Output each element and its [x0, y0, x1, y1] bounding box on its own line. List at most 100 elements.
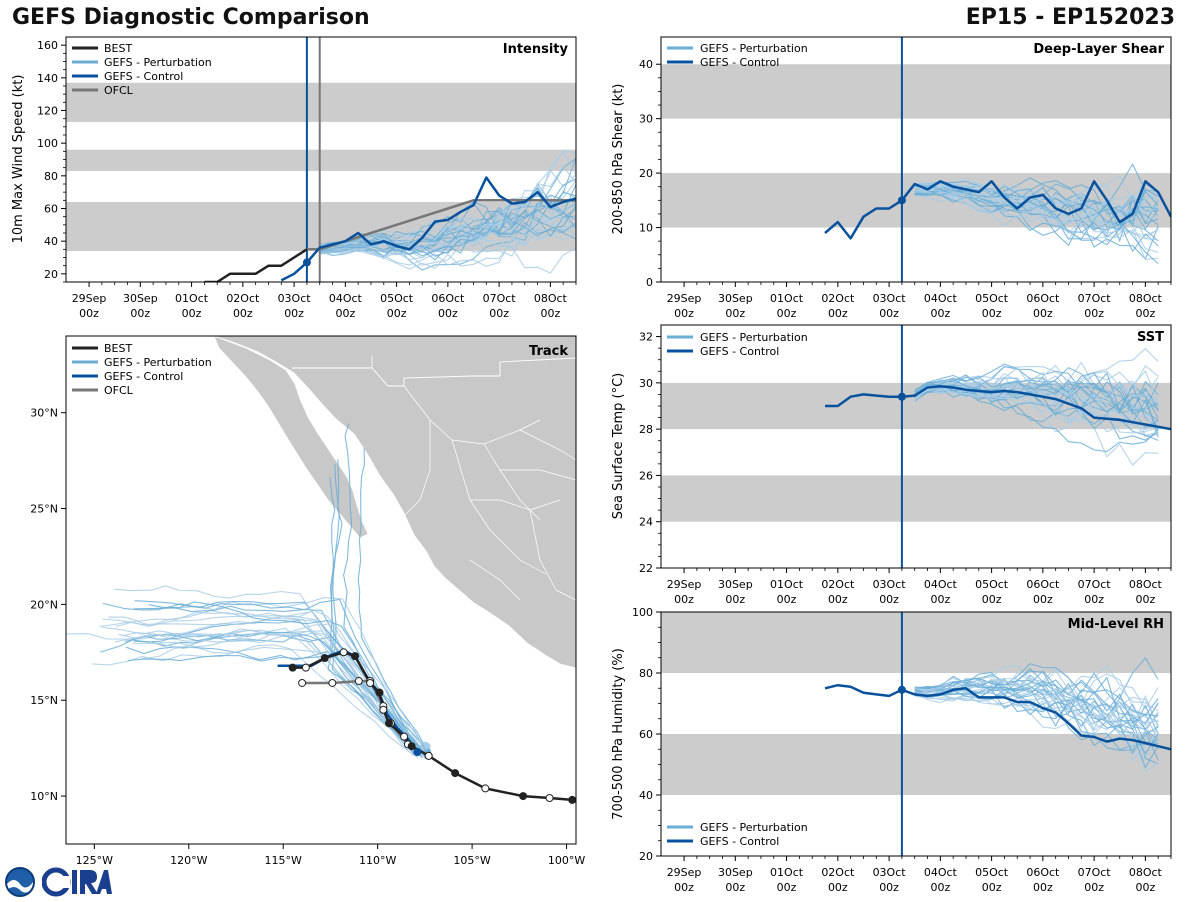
- shear-ytick-label: 20: [639, 167, 653, 180]
- intensity-perturbation-member: [319, 151, 576, 250]
- shear-xtick-label-date: 05Oct: [975, 292, 1009, 305]
- track-perturbation-member: [99, 610, 420, 751]
- rh-xtick-label-hour: 00z: [725, 881, 745, 894]
- track-perturbation-member: [133, 632, 427, 758]
- rh-xtick-label-date: 29Sep: [667, 866, 702, 879]
- rh-xtick-label-date: 07Oct: [1078, 866, 1112, 879]
- intensity-perturbation-member: [319, 224, 576, 270]
- rh-ytick-label: 80: [639, 667, 653, 680]
- track-best-point: [407, 742, 416, 751]
- track-perturbation-member: [108, 611, 417, 752]
- intensity-perturbation-member: [319, 180, 576, 254]
- legend-perturbation-label: GEFS - Perturbation: [104, 356, 212, 369]
- shear-xtick-label-hour: 00z: [930, 307, 950, 320]
- track-lat-tick-label: 15°N: [30, 694, 58, 707]
- shear-xtick-label-date: 01Oct: [770, 292, 804, 305]
- sst-xtick-label-hour: 00z: [725, 593, 745, 606]
- rh-xtick-label-hour: 00z: [1084, 881, 1104, 894]
- rh-xtick-label-hour: 00z: [674, 881, 694, 894]
- rh-perturbation-member: [914, 680, 1159, 724]
- intensity-xtick-label-hour: 00z: [387, 307, 407, 320]
- rh-band-1: [661, 612, 1171, 673]
- track-perturbation-member: [143, 631, 424, 753]
- logo: [4, 866, 114, 898]
- shear-panel: 0 10 20 30 40 29Sep 00z 30Sep 00z 01Oct 00z 02Oct 00…: [611, 36, 1172, 320]
- intensity-xtick-label-date: 05Oct: [380, 292, 414, 305]
- sst-xtick-label-hour: 00z: [674, 593, 694, 606]
- rh-xtick-label-hour: 00z: [879, 881, 899, 894]
- sst-ytick-label: 30: [639, 377, 653, 390]
- intensity-ytick-label: 100: [37, 137, 58, 150]
- intensity-ytick-label: 60: [44, 203, 58, 216]
- sst-xtick-label-date: 01Oct: [770, 578, 804, 591]
- legend-perturbation-label: GEFS - Perturbation: [700, 331, 808, 344]
- sst-xtick-label-date: 03Oct: [873, 578, 907, 591]
- sst-xtick-label-hour: 00z: [1084, 593, 1104, 606]
- intensity-xtick-label-hour: 00z: [438, 307, 458, 320]
- intensity-xtick-label-hour: 00z: [182, 307, 202, 320]
- sst-xtick-label-hour: 00z: [828, 593, 848, 606]
- track-best-point: [385, 719, 393, 728]
- sst-ytick-label: 22: [639, 562, 653, 575]
- intensity-band-2: [66, 82, 576, 122]
- legend-perturbation-label: GEFS - Perturbation: [700, 821, 808, 834]
- rh-perturbation-lines: [914, 657, 1159, 773]
- track-lon-tick-label: 100°W: [548, 854, 585, 867]
- shear-xtick-label-date: 29Sep: [667, 292, 702, 305]
- shear-xtick-label-date: 30Sep: [718, 292, 753, 305]
- intensity-xtick-label-date: 30Sep: [123, 292, 158, 305]
- track-best-point: [320, 654, 329, 663]
- track-best-point: [424, 751, 433, 760]
- track-perturbation-member: [329, 476, 418, 754]
- track-best-point: [400, 732, 409, 741]
- rh-title: Mid-Level RH: [1068, 617, 1164, 632]
- intensity-init-marker: [302, 258, 311, 267]
- intensity-band-1: [66, 149, 576, 171]
- rh-xtick-label-date: 06Oct: [1026, 866, 1060, 879]
- shear-legend: GEFS - Perturbation GEFS - Control: [667, 42, 808, 69]
- rh-xtick-label-date: 01Oct: [770, 866, 804, 879]
- track-ofcl-point: [354, 677, 363, 686]
- sst-init-marker: [897, 392, 906, 401]
- track-control-start-marker: [413, 747, 422, 756]
- legend-best-label: BEST: [104, 342, 132, 355]
- shear-xtick-label-hour: 00z: [674, 307, 694, 320]
- intensity-xtick-label-date: 08Oct: [534, 292, 568, 305]
- shear-control-line: [824, 180, 1171, 240]
- sst-perturbation-member: [914, 367, 1159, 397]
- sst-title: SST: [1137, 330, 1164, 345]
- figure-title: GEFS Diagnostic Comparison: [12, 5, 370, 30]
- track-lon-tick-label: 125°W: [76, 854, 113, 867]
- shear-ylabel: 200-850 hPa Shear (kt): [611, 84, 626, 235]
- shear-xtick-label-hour: 00z: [828, 307, 848, 320]
- sst-ylabel: Sea Surface Temp (°C): [611, 373, 626, 520]
- shear-ytick-label: 10: [639, 222, 653, 235]
- legend-control-label: GEFS - Control: [700, 345, 779, 358]
- track-best-point: [375, 688, 384, 697]
- intensity-xtick-label-hour: 00z: [130, 307, 150, 320]
- shear-perturbation-member: [914, 186, 1159, 236]
- sst-xtick-label-hour: 00z: [1033, 593, 1053, 606]
- track-perturbation-member: [148, 601, 423, 759]
- sst-ytick-label: 24: [639, 516, 653, 529]
- track-axes: 125°W 120°W 115°W 110°W 105°W 100°W 10°N 15°N 20…: [30, 407, 585, 867]
- rh-init-marker: [897, 685, 906, 694]
- track-legend: BEST GEFS - Perturbation GEFS - Control …: [72, 342, 212, 397]
- track-best-point: [481, 784, 490, 793]
- sst-xtick-label-date: 29Sep: [667, 578, 702, 591]
- intensity-ytick-label: 40: [44, 235, 58, 248]
- track-best-point: [519, 792, 528, 801]
- sst-xtick-label-hour: 00z: [879, 593, 899, 606]
- sst-xtick-label-date: 07Oct: [1078, 578, 1112, 591]
- intensity-ytick-label: 20: [44, 268, 58, 281]
- rh-xtick-label-date: 02Oct: [821, 866, 855, 879]
- land-baja: [213, 336, 369, 539]
- intensity-xtick-label-date: 07Oct: [483, 292, 517, 305]
- intensity-ytick-label: 140: [37, 72, 58, 85]
- sst-frame: [660, 324, 1172, 569]
- sst-xtick-label-hour: 00z: [930, 593, 950, 606]
- intensity-main-lines: [204, 37, 576, 282]
- track-best-point: [301, 663, 310, 672]
- rh-ylabel: 700-500 hPa Humidity (%): [611, 648, 626, 820]
- track-lat-tick-label: 10°N: [30, 790, 58, 803]
